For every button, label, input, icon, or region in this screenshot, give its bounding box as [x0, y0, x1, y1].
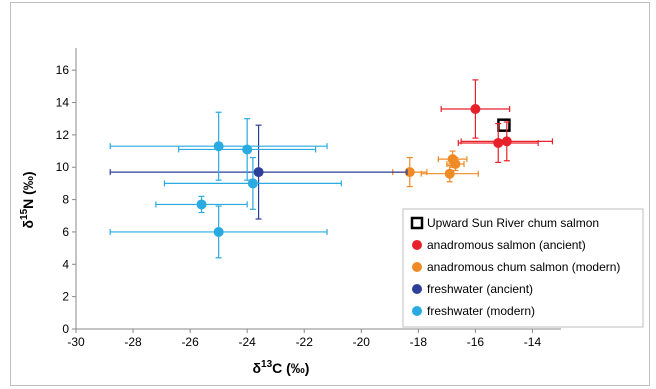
data-point — [501, 136, 512, 147]
y-tick-label: 16 — [56, 63, 70, 77]
y-tick-label: 0 — [62, 322, 69, 336]
legend-marker — [412, 240, 422, 250]
x-tick-label: -28 — [124, 335, 142, 349]
x-tick-label: -20 — [353, 335, 371, 349]
series-3 — [109, 124, 408, 220]
legend-label: anadromous chum salmon (modern) — [427, 260, 620, 274]
data-point — [450, 159, 461, 169]
legend-marker — [412, 262, 422, 272]
legend: Upward Sun River chum salmon anadromous s… — [402, 208, 644, 328]
x-axis-title: δ13C (‰) — [253, 359, 310, 376]
data-marks — [109, 79, 554, 259]
data-point — [196, 199, 207, 210]
data-point — [497, 118, 511, 132]
data-point — [493, 137, 504, 148]
series-1 — [440, 79, 554, 163]
legend-label: Upward Sun River chum salmon — [427, 216, 599, 230]
scatter-chart: -30 -28 -26 -24 -22 -20 -18 -16 -14 0 2 4 6 8 10 12 14 16… — [19, 48, 644, 376]
x-tick-label: -22 — [296, 335, 314, 349]
y-tick-label: 8 — [62, 193, 69, 207]
x-tick-label: -18 — [410, 335, 428, 349]
data-point — [444, 168, 455, 179]
series-4 — [109, 111, 342, 259]
x-tick-label: -16 — [467, 335, 485, 349]
legend-label: anadromous salmon (ancient) — [427, 238, 586, 252]
data-point — [242, 144, 253, 155]
x-tick-label: -26 — [181, 335, 199, 349]
legend-marker — [412, 306, 422, 316]
x-tick-label: -24 — [239, 335, 257, 349]
legend-box — [402, 208, 644, 328]
axes: -30 -28 -26 -24 -22 -20 -18 -16 -14 0 2 4 6 8 10 12 14 16 — [56, 48, 561, 349]
y-tick-label: 4 — [62, 257, 69, 271]
y-tick-label: 6 — [62, 225, 69, 239]
data-point — [247, 178, 258, 189]
series-2 — [392, 150, 479, 188]
x-tick-label: -14 — [524, 335, 542, 349]
y-tick-label: 12 — [56, 128, 70, 142]
data-point — [253, 167, 264, 178]
x-tick-label: -30 — [67, 335, 85, 349]
legend-label: freshwater (modern) — [427, 304, 535, 318]
data-point — [470, 104, 481, 114]
y-axis-title: δ15N (‰) — [19, 172, 36, 229]
legend-marker — [410, 216, 424, 230]
data-point — [213, 141, 224, 152]
legend-label: freshwater (ancient) — [427, 282, 533, 296]
series-0 — [497, 118, 511, 132]
y-tick-label: 10 — [56, 160, 70, 174]
data-point — [213, 226, 224, 237]
y-tick-label: 14 — [56, 96, 70, 110]
chart-frame: -30 -28 -26 -24 -22 -20 -18 -16 -14 0 2 4 6 8 10 12 14 16… — [10, 2, 650, 386]
y-tick-label: 2 — [62, 290, 69, 304]
legend-marker — [412, 284, 422, 294]
